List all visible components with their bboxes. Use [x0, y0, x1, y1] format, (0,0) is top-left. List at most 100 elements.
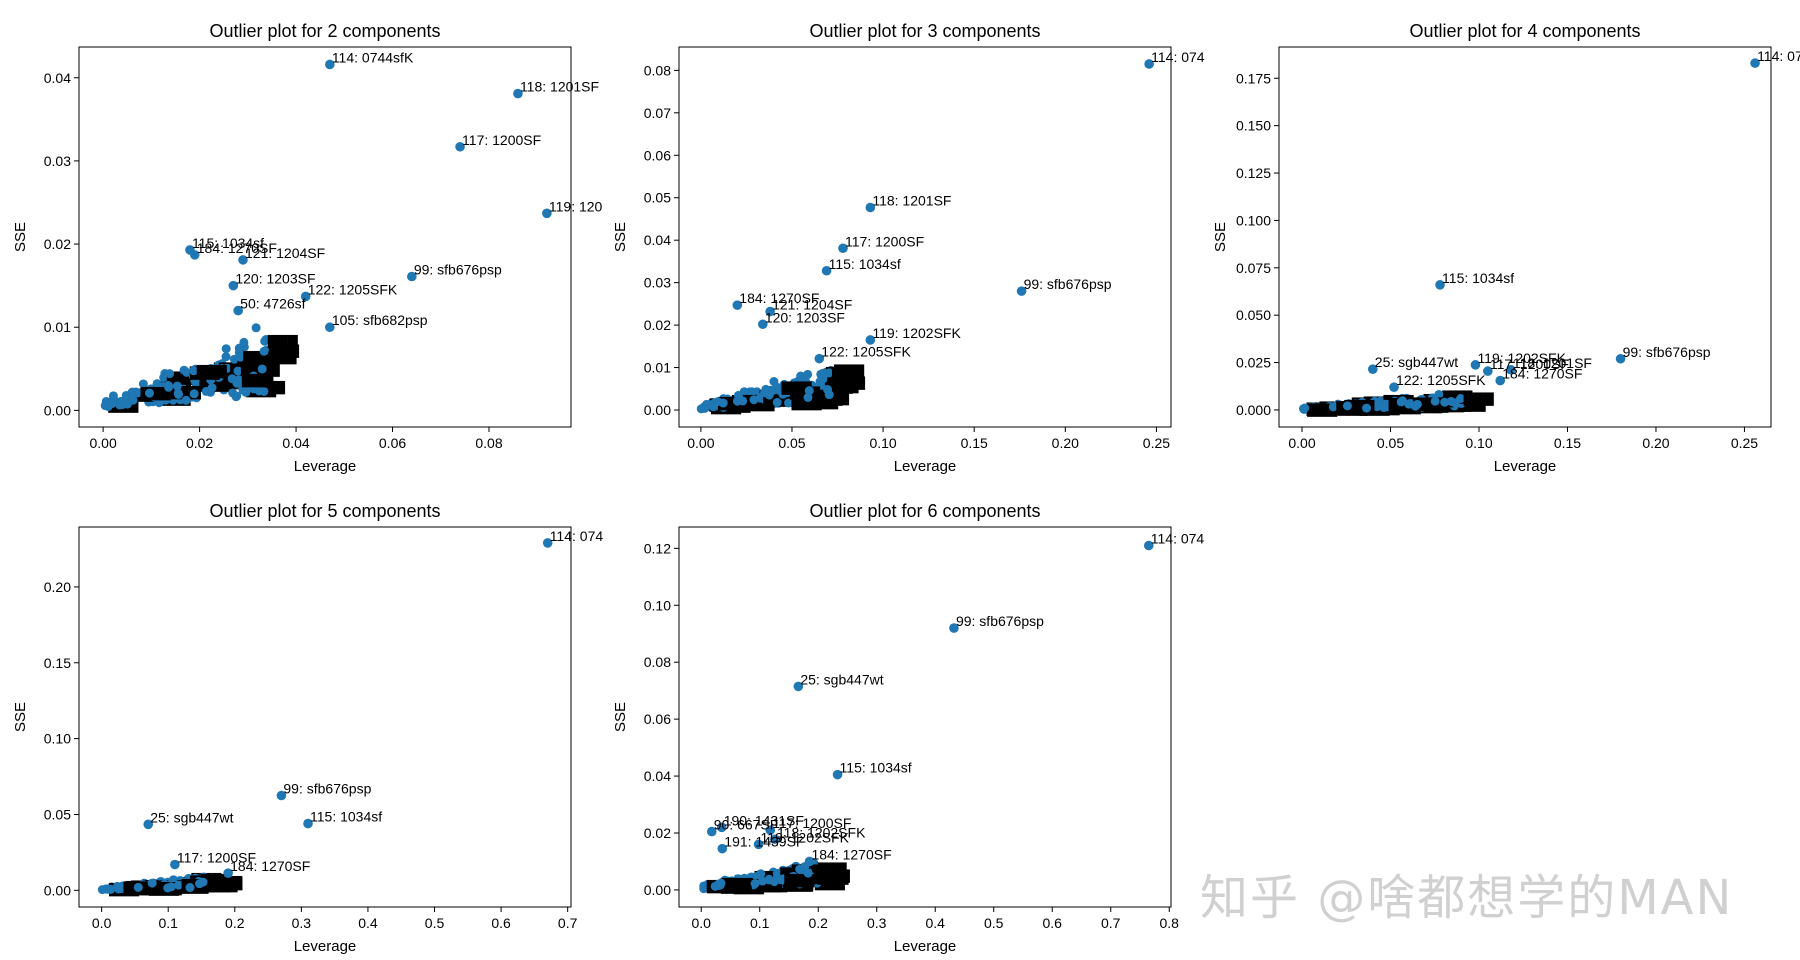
- point-label: 115: 1034sf: [310, 809, 382, 825]
- cluster-label-clutter: ▇▇▇: [241, 372, 273, 388]
- y-tick-label: 0.00: [44, 402, 71, 418]
- y-tick-label: 0.000: [1236, 402, 1271, 418]
- data-point: [732, 300, 743, 310]
- point-label: 50: 4726sf: [240, 296, 305, 312]
- point-label: 184: 1270SF: [739, 290, 819, 306]
- chart-title: Outlier plot for 4 components: [1409, 21, 1640, 41]
- x-tick-label: 0.25: [1731, 435, 1758, 451]
- cluster-point: [221, 352, 231, 362]
- data-point: [821, 265, 832, 276]
- cluster-point: [190, 376, 200, 386]
- cluster-point: [796, 371, 806, 381]
- cluster-point: [824, 390, 834, 400]
- y-axis-label: SSE: [12, 222, 29, 252]
- y-axis-label: SSE: [12, 702, 29, 732]
- chart-title: Outlier plot for 3 components: [809, 21, 1040, 41]
- y-tick-label: 0.03: [644, 275, 671, 291]
- cluster-point: [778, 389, 788, 399]
- y-tick-label: 0.125: [1236, 165, 1271, 181]
- x-tick-label: 0.5: [425, 915, 445, 931]
- subplot-1: Outlier plot for 2 components 0.00 0.02 0.0…: [12, 21, 603, 475]
- cluster-point: [803, 369, 813, 379]
- point-label: 122: 1205SFK: [1396, 372, 1486, 388]
- x-tick-label: 0.25: [1143, 435, 1170, 451]
- data-point: [793, 681, 804, 692]
- cluster-point: [1342, 401, 1352, 411]
- cluster-point: [774, 383, 784, 393]
- cluster-point: [174, 880, 184, 890]
- x-tick-label: 0.1: [158, 915, 178, 931]
- cluster-point: [254, 355, 264, 365]
- y-tick-label: 0.01: [644, 360, 671, 376]
- x-tick-label: 0.2: [225, 915, 245, 931]
- x-axis-label: Leverage: [294, 938, 357, 955]
- y-tick-label: 0.075: [1236, 260, 1271, 276]
- y-tick-label: 0.150: [1236, 118, 1271, 134]
- data-point: [223, 868, 233, 878]
- point-label: 99: sfb676psp: [414, 261, 502, 277]
- point-label: 114: 074: [550, 528, 604, 544]
- cluster-label-clutter: ▇▇▇: [816, 860, 848, 876]
- point-label: 119: 1202SFK: [872, 325, 961, 341]
- y-tick-label: 0.04: [44, 70, 71, 86]
- x-tick-label: 0.02: [186, 435, 213, 451]
- cluster-label-clutter: ▇▇▇: [827, 366, 859, 382]
- x-tick-label: 0.05: [1377, 435, 1404, 451]
- data-point: [407, 271, 417, 282]
- y-tick-label: 0.08: [644, 62, 671, 78]
- y-tick-label: 0.02: [644, 825, 671, 841]
- y-tick-label: 0.02: [44, 236, 71, 252]
- x-tick-label: 0.00: [687, 435, 714, 451]
- point-label: 115: 1034sf: [192, 235, 264, 251]
- cluster-point: [198, 877, 208, 887]
- cluster-label-clutter: ▇▇▇: [834, 374, 866, 390]
- point-label: 118: 1201SF: [1513, 355, 1592, 371]
- data-point: [716, 822, 727, 833]
- point-layer: ▇▇▇▇▇▇▇▇▇▇▇▇▇▇▇▇▇▇▇▇▇▇▇▇▇▇▇▇▇▇▇▇▇▇▇▇▇▇▇▇…: [1298, 58, 1760, 417]
- cluster-point: [189, 366, 199, 376]
- point-label: 99: sfb676psp: [283, 781, 371, 797]
- x-tick-label: 0.10: [869, 435, 896, 451]
- cluster-point: [233, 366, 243, 376]
- data-point: [765, 825, 776, 835]
- data-point: [1016, 286, 1027, 296]
- point-label: 119: 1202SFK: [761, 829, 850, 845]
- cluster-point: [260, 336, 270, 346]
- cluster-point: [214, 372, 224, 382]
- x-tick-label: 0.2: [808, 915, 828, 931]
- data-point: [1143, 540, 1154, 551]
- cluster-point: [182, 367, 192, 377]
- x-tick-label: 0.4: [358, 915, 378, 931]
- y-tick-label: 0.06: [644, 147, 671, 163]
- point-label: 119: 120: [549, 198, 603, 214]
- cluster-label-clutter: ▇▇▇: [827, 378, 859, 394]
- cluster-label-clutter: ▇▇▇: [814, 875, 846, 891]
- data-point: [455, 141, 465, 152]
- y-tick-label: 0.15: [44, 655, 71, 671]
- data-point: [542, 208, 552, 219]
- y-tick-label: 0.05: [644, 190, 671, 206]
- cluster-label-clutter: ▇▇▇: [267, 333, 299, 349]
- cluster-point: [259, 346, 269, 356]
- cluster-point: [108, 391, 118, 401]
- cluster-point: [97, 885, 107, 895]
- point-label: 114: 074: [1151, 49, 1205, 65]
- subplot-4: Outlier plot for 5 components 0.0 0.1 0.2 0.…: [12, 501, 603, 955]
- cluster-label-clutter: ▇▇▇: [236, 351, 268, 367]
- watermark: 知乎 @啥都想学的MAN: [1200, 870, 1734, 926]
- cluster-point: [1314, 402, 1324, 412]
- cluster-point: [811, 398, 821, 408]
- data-point: [838, 243, 848, 254]
- y-tick-label: 0.02: [644, 317, 671, 333]
- point-label: 120: 1203SF: [235, 271, 315, 287]
- cluster-label-clutter: ▇▇▇: [211, 874, 243, 890]
- data-point: [276, 790, 287, 801]
- point-label: 99: sfb676psp: [1024, 276, 1112, 292]
- y-tick-label: 0.175: [1236, 70, 1271, 86]
- cluster-point: [783, 398, 793, 408]
- cluster-point: [795, 872, 805, 882]
- point-label: 25: sgb447wt: [800, 671, 883, 687]
- cluster-point: [107, 399, 117, 409]
- cluster-point: [256, 377, 266, 387]
- data-point: [765, 306, 775, 317]
